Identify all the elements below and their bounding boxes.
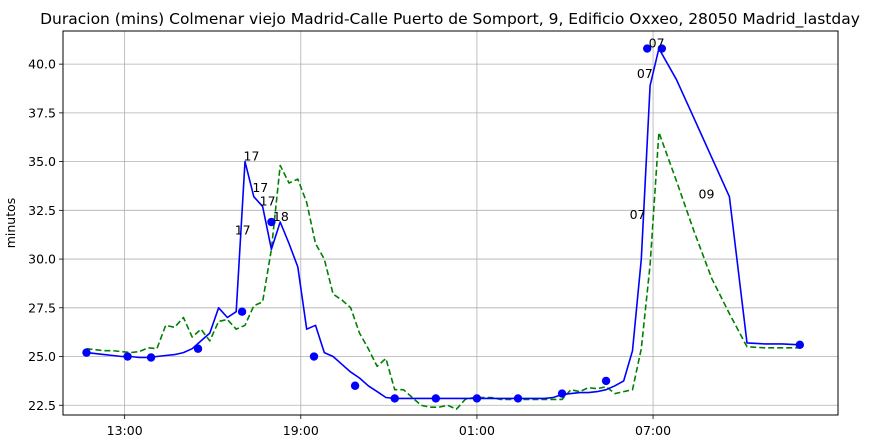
- dashed-series-line: [86, 131, 800, 411]
- data-point-marker: [309, 352, 319, 361]
- chart-title: Duracion (mins) Colmenar viejo Madrid-Ca…: [40, 10, 860, 29]
- data-point-marker: [350, 381, 360, 390]
- point-annotation: 18: [273, 209, 289, 224]
- x-tick-label: 01:00: [459, 423, 495, 438]
- data-point-marker: [82, 348, 91, 357]
- y-tick-label: 32.5: [28, 203, 56, 218]
- point-annotation: 07: [649, 36, 665, 51]
- data-point-marker: [601, 376, 611, 386]
- data-point-marker: [657, 44, 667, 53]
- y-tick-label: 35.0: [28, 154, 56, 169]
- point-annotation: 17: [244, 149, 260, 164]
- y-tick-label: 27.5: [28, 300, 56, 315]
- point-annotation: 07: [630, 207, 646, 222]
- plot-frame: [62, 30, 839, 416]
- y-tick-label: 37.5: [28, 105, 56, 120]
- point-annotation: 09: [699, 187, 715, 202]
- data-point-marker: [193, 344, 203, 353]
- data-point-marker: [237, 307, 247, 316]
- point-annotation: 17: [260, 193, 276, 208]
- data-point-marker: [146, 353, 156, 362]
- x-axis: 13:00 19:00 01:00 07:00: [107, 415, 671, 438]
- point-annotation: 07: [637, 66, 653, 81]
- y-axis-label: minutos: [3, 198, 18, 249]
- marker-group: [82, 44, 805, 403]
- grid-lines: [63, 31, 838, 415]
- data-point-marker: [557, 389, 567, 398]
- data-point-marker: [390, 394, 399, 403]
- point-annotation: 17: [235, 223, 251, 238]
- solid-series-line: [86, 47, 800, 400]
- data-point-marker: [513, 394, 523, 403]
- x-tick-label: 19:00: [283, 423, 319, 438]
- data-point-marker: [267, 217, 276, 227]
- y-axis: 22.5 25.0 27.5 30.0 32.5 35.0 37.5 40.0: [28, 57, 63, 413]
- data-point-marker: [123, 352, 132, 361]
- point-annotation: 17: [252, 180, 268, 195]
- x-tick-label: 13:00: [107, 423, 143, 438]
- y-tick-label: 25.0: [28, 349, 56, 364]
- y-tick-label: 22.5: [28, 398, 56, 413]
- data-point-marker: [431, 394, 441, 403]
- y-tick-label: 30.0: [28, 252, 56, 267]
- data-point-marker: [795, 340, 805, 350]
- y-tick-label: 40.0: [28, 57, 56, 72]
- data-point-marker: [472, 394, 482, 403]
- series-group: [86, 47, 800, 411]
- x-tick-label: 07:00: [635, 423, 671, 438]
- data-point-marker: [642, 44, 652, 53]
